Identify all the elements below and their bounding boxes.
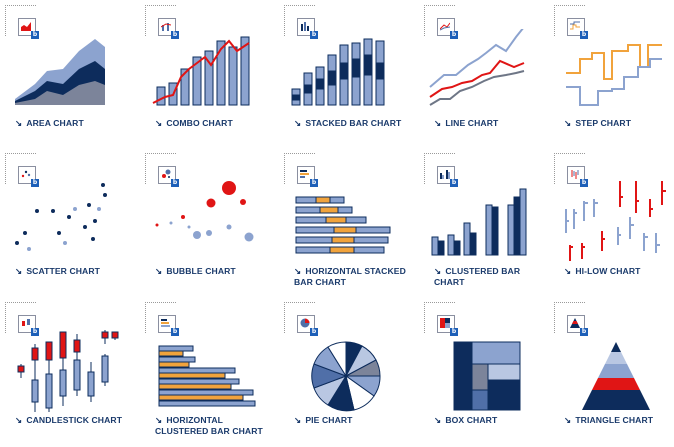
- tile-caption: ↘ LINE CHART: [434, 118, 499, 128]
- tile-caption: ↘ COMBO CHART: [155, 118, 233, 128]
- tile-corner-border: [5, 153, 36, 184]
- candlestick-chart-thumbnail: [17, 330, 119, 412]
- stacked-bar-chart-thumbnail: [291, 38, 385, 106]
- step-chart-icon: b: [567, 18, 588, 39]
- candlestick-chart-tile[interactable]: b ↘ CANDLESTICK CHART: [5, 302, 133, 444]
- box-chart-tile[interactable]: b ↘ BOX CHART: [424, 302, 552, 444]
- tile-caption: ↘ HORIZONTAL CLUSTERED BAR CHART: [155, 415, 263, 436]
- tile-caption: ↘ AREA CHART: [15, 118, 84, 128]
- tile-caption: ↘ TRIANGLE CHART: [564, 415, 654, 425]
- tile-caption: ↘ STEP CHART: [564, 118, 632, 128]
- tile-corner-border: [145, 302, 176, 333]
- triangle-chart-icon: b: [567, 315, 588, 336]
- horizontal-clustered-bar-chart-tile[interactable]: b ↘ HORIZONTAL CLUSTERED BAR CHART: [145, 302, 273, 444]
- tile-caption: ↘ BOX CHART: [434, 415, 498, 425]
- tile-corner-border: [145, 153, 176, 184]
- horizontal-clustered-bar-chart-thumbnail: [158, 345, 256, 407]
- box-chart-icon: b: [437, 315, 458, 336]
- hi-low-chart-tile[interactable]: b ↘ HI-LOW CHART: [554, 153, 674, 295]
- tile-corner-border: [554, 302, 585, 333]
- stacked-bar-chart-icon: b: [297, 18, 318, 39]
- tile-caption: ↘ CANDLESTICK CHART: [15, 415, 123, 425]
- tile-corner-border: [424, 5, 455, 36]
- tile-corner-border: [284, 153, 315, 184]
- horizontal-stacked-bar-chart-thumbnail: [295, 196, 391, 254]
- candlestick-chart-icon: b: [18, 315, 39, 336]
- pie-chart-icon: b: [297, 315, 318, 336]
- bubble-chart-thumbnail: [155, 181, 254, 242]
- tile-corner-border: [5, 5, 36, 36]
- bubble-chart-tile[interactable]: b ↘ BUBBLE CHART: [145, 153, 273, 295]
- horizontal-clustered-bar-chart-icon: b: [158, 315, 179, 336]
- tile-corner-border: [554, 5, 585, 36]
- line-chart-thumbnail: [429, 29, 525, 106]
- clustered-bar-chart-tile[interactable]: b ↘ CLUSTERED BAR CHART: [424, 153, 552, 295]
- combo-chart-tile[interactable]: b ↘ COMBO CHART: [145, 5, 273, 147]
- tile-corner-border: [554, 153, 585, 184]
- line-chart-tile[interactable]: b ↘ LINE CHART: [424, 5, 552, 147]
- tile-corner-border: [424, 302, 455, 333]
- clustered-bar-chart-thumbnail: [431, 188, 527, 256]
- tile-corner-border: [145, 5, 176, 36]
- tile-corner-border: [284, 5, 315, 36]
- box-chart-thumbnail: [453, 341, 521, 411]
- horizontal-stacked-bar-chart-icon: b: [297, 166, 318, 187]
- tile-caption: ↘ BUBBLE CHART: [155, 266, 236, 276]
- hi-low-chart-thumbnail: [565, 181, 666, 261]
- line-chart-icon: b: [437, 18, 458, 39]
- scatter-chart-thumbnail: [15, 183, 107, 251]
- scatter-chart-tile[interactable]: b ↘ SCATTER CHART: [5, 153, 133, 295]
- hi-low-chart-icon: b: [567, 166, 588, 187]
- pie-chart-tile[interactable]: b ↘ PIE CHART: [284, 302, 412, 444]
- step-chart-thumbnail: [566, 44, 662, 106]
- triangle-chart-thumbnail: [582, 342, 650, 410]
- clustered-bar-chart-icon: b: [437, 166, 458, 187]
- tile-caption: ↘ PIE CHART: [294, 415, 353, 425]
- scatter-chart-icon: b: [18, 166, 39, 187]
- area-chart-icon: b: [18, 18, 39, 39]
- tile-caption: ↘ HI-LOW CHART: [564, 266, 641, 276]
- tile-corner-border: [5, 302, 36, 333]
- step-chart-tile[interactable]: b ↘ STEP CHART: [554, 5, 674, 147]
- tile-corner-border: [284, 302, 315, 333]
- tile-corner-border: [424, 153, 455, 184]
- bubble-chart-icon: b: [158, 166, 179, 187]
- stacked-bar-chart-tile[interactable]: b ↘ STACKED BAR CHART: [284, 5, 412, 147]
- tile-caption: ↘ CLUSTERED BAR CHART: [434, 266, 521, 287]
- area-chart-tile[interactable]: b ↘ AREA CHART: [5, 5, 133, 147]
- triangle-chart-tile[interactable]: b ↘ TRIANGLE CHART: [554, 302, 674, 444]
- area-chart-thumbnail: [15, 39, 105, 105]
- horizontal-stacked-bar-chart-tile[interactable]: b ↘ HORIZONTAL STACKED BAR CHART: [284, 153, 412, 295]
- combo-chart-thumbnail: [152, 36, 250, 106]
- tile-caption: ↘ STACKED BAR CHART: [294, 118, 402, 128]
- tile-caption: ↘ SCATTER CHART: [15, 266, 101, 276]
- tile-caption: ↘ HORIZONTAL STACKED BAR CHART: [294, 266, 406, 287]
- combo-chart-icon: b: [158, 18, 179, 39]
- pie-chart-thumbnail: [311, 341, 381, 412]
